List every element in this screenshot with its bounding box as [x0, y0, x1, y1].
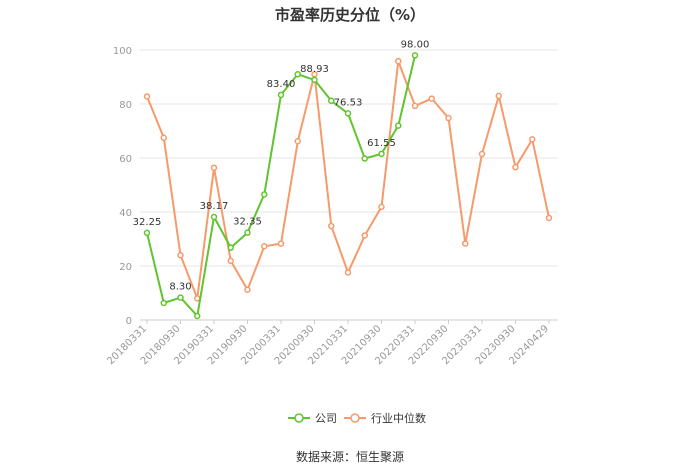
data-point[interactable] — [210, 164, 218, 171]
data-point[interactable] — [244, 286, 251, 294]
data-point[interactable] — [411, 52, 419, 59]
y-tick-label: 20 — [119, 262, 132, 273]
data-point[interactable] — [294, 71, 301, 78]
data-label-layer: 32.25 8.30 38.17 32.35 83.40 88.93 76.53 61.55 9… — [133, 39, 430, 292]
data-point[interactable] — [478, 150, 486, 158]
data-label: 61.55 — [367, 138, 396, 149]
data-point[interactable] — [210, 213, 218, 221]
data-point[interactable] — [244, 229, 251, 236]
data-label: 88.93 — [300, 64, 329, 75]
data-point[interactable] — [143, 93, 151, 100]
data-label: 32.25 — [133, 217, 162, 228]
data-label: 32.35 — [233, 217, 262, 228]
legend-swatch-marker — [350, 413, 360, 423]
y-tick-label: 60 — [119, 154, 132, 165]
legend-item-industry-median[interactable]: 行业中位数 — [344, 411, 426, 425]
legend-item-company[interactable]: 公司 — [288, 412, 337, 425]
data-point[interactable] — [177, 294, 184, 301]
data-point[interactable] — [160, 299, 167, 307]
data-point[interactable] — [361, 232, 368, 239]
data-point[interactable] — [378, 203, 385, 211]
data-point[interactable] — [344, 110, 352, 117]
data-point[interactable] — [261, 243, 268, 250]
data-point[interactable] — [160, 134, 167, 141]
data-point[interactable] — [143, 229, 151, 237]
data-label: 38.17 — [200, 201, 229, 212]
data-point[interactable] — [328, 222, 335, 230]
data-label: 8.30 — [169, 282, 191, 293]
data-point[interactable] — [227, 257, 234, 265]
data-point[interactable] — [194, 312, 201, 320]
y-tick-label: 100 — [113, 46, 132, 57]
data-source-note: 数据来源：恒生聚源 — [295, 450, 404, 464]
data-point[interactable] — [277, 91, 285, 99]
legend-label: 公司 — [315, 412, 337, 425]
legend-label: 行业中位数 — [371, 411, 426, 425]
data-point[interactable] — [395, 122, 402, 129]
data-point[interactable] — [411, 102, 419, 110]
y-tick-label: 40 — [119, 208, 132, 219]
legend[interactable]: 公司 行业中位数 — [288, 411, 426, 425]
data-point[interactable] — [529, 136, 536, 143]
data-point[interactable] — [428, 95, 435, 102]
data-label: 83.40 — [267, 79, 296, 90]
data-point[interactable] — [361, 155, 368, 162]
data-point[interactable] — [328, 97, 335, 105]
data-point[interactable] — [294, 138, 301, 145]
data-point[interactable] — [277, 240, 285, 247]
data-point[interactable] — [227, 244, 234, 251]
data-point[interactable] — [378, 150, 385, 158]
data-point[interactable] — [462, 240, 469, 247]
chart-title: 市盈率历史分位（%） — [274, 6, 426, 24]
data-point[interactable] — [177, 251, 184, 259]
y-tick-label: 0 — [126, 316, 132, 327]
series-layer — [143, 52, 553, 320]
data-point[interactable] — [495, 92, 502, 100]
grid-layer — [140, 49, 558, 321]
data-point[interactable] — [445, 114, 452, 122]
y-tick-label: 80 — [119, 100, 132, 111]
data-label: 98.00 — [401, 39, 430, 50]
data-point[interactable] — [512, 163, 519, 171]
data-point[interactable] — [344, 269, 352, 276]
data-point[interactable] — [311, 76, 318, 84]
legend-swatch-marker — [294, 413, 304, 423]
data-point[interactable] — [261, 191, 268, 198]
data-point[interactable] — [545, 214, 553, 222]
data-point[interactable] — [395, 57, 402, 65]
data-label: 76.53 — [334, 97, 363, 108]
